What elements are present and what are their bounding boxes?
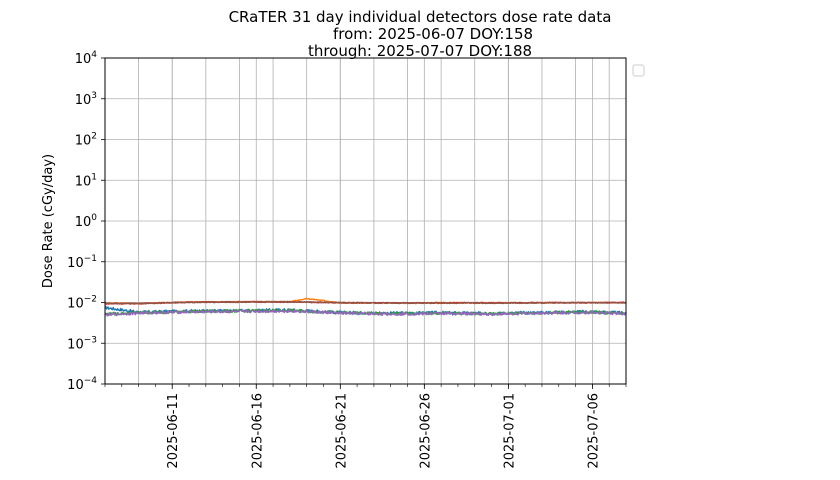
- grid: [105, 57, 626, 385]
- y-tick-label: 104: [75, 50, 98, 67]
- y-tick-label: 10−3: [67, 335, 97, 352]
- legend-box: [632, 64, 645, 77]
- y-tick-exponent: −4: [84, 376, 98, 386]
- y-tick-exponent: 3: [91, 91, 97, 101]
- title-line-1: CRaTER 31 day individual detectors dose …: [229, 8, 612, 26]
- x-tick-label: 2025-07-06: [586, 393, 601, 469]
- y-tick-exponent: 1: [91, 172, 97, 182]
- y-tick-base: 10: [67, 337, 84, 352]
- y-tick-base: 10: [67, 297, 84, 312]
- y-tick-exponent: −2: [84, 295, 97, 305]
- y-tick-base: 10: [75, 174, 92, 189]
- y-tick-exponent: −3: [84, 335, 97, 345]
- y-tick-base: 10: [75, 134, 92, 149]
- x-axis-ticks: 2025-06-11 2025-06-16 2025-06-21 2025-06-26…: [104, 384, 627, 469]
- y-tick-base: 10: [67, 378, 84, 393]
- y-tick-label: 102: [75, 132, 97, 149]
- x-tick-label: 2025-06-16: [250, 393, 265, 469]
- y-tick-label: 101: [75, 172, 97, 189]
- chart-title: CRaTER 31 day individual detectors dose …: [229, 8, 612, 60]
- x-tick-label: 2025-06-26: [418, 393, 433, 469]
- y-tick-exponent: 0: [91, 213, 97, 223]
- y-tick-exponent: 4: [91, 50, 97, 60]
- y-tick-label: 10−2: [67, 295, 97, 312]
- series-lines: [104, 297, 627, 317]
- y-tick-base: 10: [67, 256, 84, 271]
- title-line-2: from: 2025-06-07 DOY:158: [333, 25, 533, 43]
- series-line-6: [104, 300, 627, 305]
- y-tick-exponent: 2: [91, 132, 97, 142]
- y-tick-exponent: −1: [84, 254, 97, 264]
- x-tick-label: 2025-07-01: [502, 393, 517, 469]
- y-tick-label: 103: [75, 91, 97, 108]
- y-tick-label: 10−1: [67, 254, 97, 271]
- y-tick-label: 100: [75, 213, 98, 230]
- y-tick-base: 10: [75, 52, 92, 67]
- y-axis-label: Dose Rate (cGy/day): [41, 154, 56, 288]
- x-tick-label: 2025-06-11: [166, 393, 181, 469]
- series-line-5: [104, 309, 627, 317]
- x-tick-label: 2025-06-21: [334, 393, 349, 469]
- title-line-3: through: 2025-07-07 DOY:188: [308, 42, 532, 60]
- y-tick-base: 10: [75, 215, 92, 230]
- y-tick-base: 10: [75, 93, 92, 108]
- y-tick-label: 10−4: [67, 376, 97, 393]
